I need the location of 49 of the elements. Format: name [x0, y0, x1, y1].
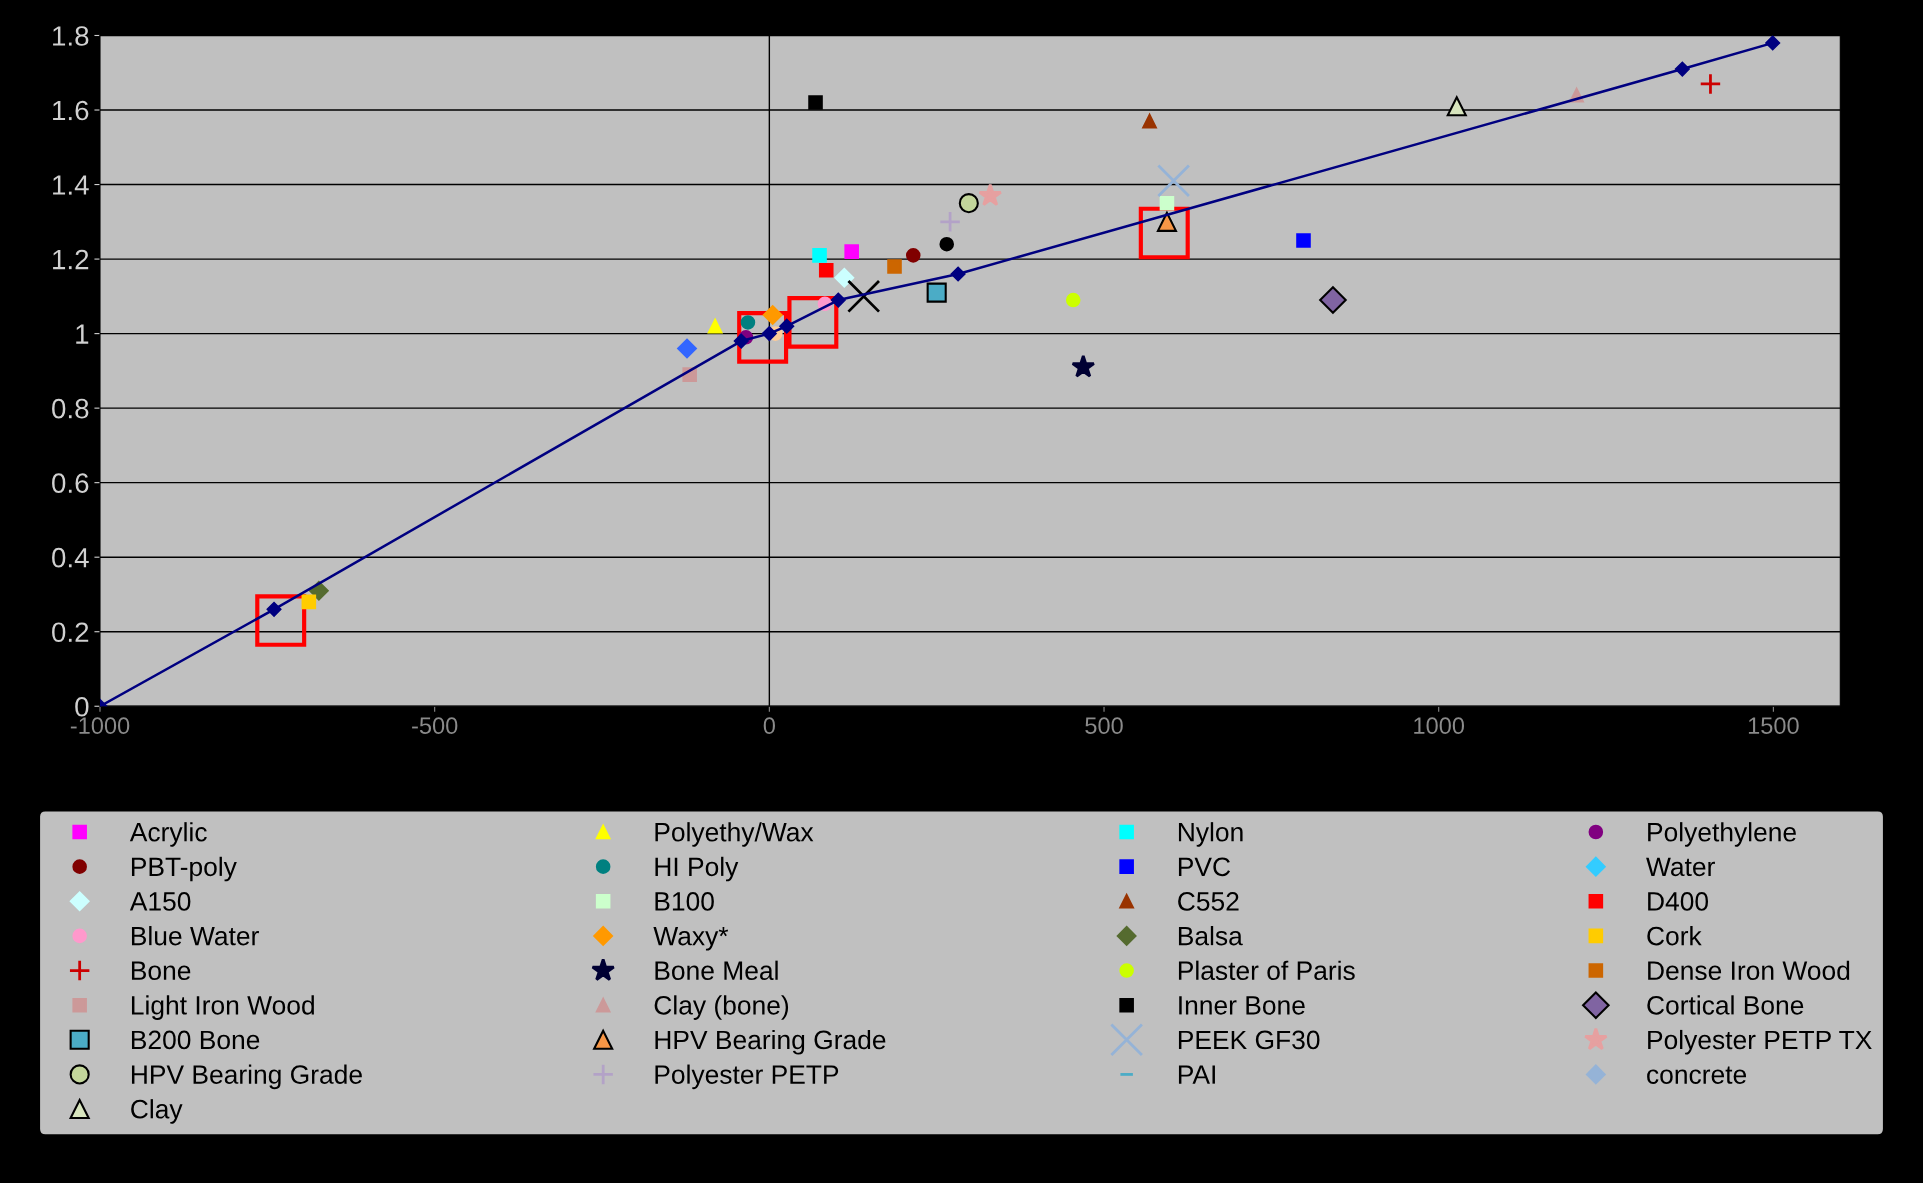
legend-label: Bone — [131, 961, 191, 981]
x-tick-label: 1500 — [1748, 717, 1799, 735]
legend-label: Plaster of Paris — [1178, 960, 1355, 981]
y-tick-label: 1.6 — [53, 100, 89, 121]
legend-label: A150 — [129, 892, 191, 911]
legend-label: Cortical Bone — [1647, 995, 1804, 1015]
legend-label: Light Iron Wood — [131, 995, 314, 1020]
legend-label: PAI — [1178, 1065, 1215, 1084]
x-tick-label: 0 — [763, 717, 775, 735]
legend-label: Clay — [131, 1099, 183, 1124]
legend-label: HPV Bearing Grade — [655, 1029, 886, 1055]
legend-label: PBT-poly — [131, 856, 237, 882]
legend-label: concrete — [1647, 1066, 1747, 1084]
legend-label: C552 — [1178, 892, 1239, 911]
y-tick-label: 1.2 — [53, 249, 89, 270]
y-tick-label: 0.4 — [52, 547, 89, 568]
x-tick-label: -1000 — [70, 717, 130, 735]
legend-label: B100 — [655, 892, 714, 911]
legend-label: PVC — [1178, 857, 1231, 877]
legend-label: Polyester PETP — [655, 1064, 839, 1090]
legend-label: Cork — [1647, 926, 1702, 946]
y-tick-label: 1 — [76, 324, 89, 344]
legend-label: Clay (bone) — [654, 995, 789, 1020]
legend-label: Polyethylene — [1648, 822, 1796, 847]
x-tick-label: 1000 — [1414, 717, 1465, 735]
legend-label: Polyester PETP TX — [1648, 1029, 1872, 1055]
legend-label: Blue Water — [131, 926, 259, 946]
legend-label: B200 Bone — [131, 1030, 260, 1050]
legend-label: Acrylic — [129, 822, 207, 847]
y-tick-label: 1.8 — [53, 26, 89, 46]
y-tick-label: 0.2 — [52, 622, 89, 643]
legend-label: Bone Meal — [655, 960, 778, 981]
legend-label: HPV Bearing Grade — [131, 1064, 362, 1090]
legend-label: Water — [1646, 857, 1715, 877]
y-tick-label: 0.6 — [52, 473, 89, 493]
legend-label: Dense Iron Wood — [1648, 960, 1850, 981]
legend-label: Nylon — [1178, 822, 1243, 847]
legend-label: PEEK GF30 — [1178, 1030, 1320, 1050]
legend-label: D400 — [1648, 892, 1709, 911]
legend-label: Polyethy/Wax — [655, 822, 814, 847]
legend-label: Inner Bone — [1179, 996, 1305, 1015]
legend-label: Waxy* — [653, 926, 729, 951]
x-tick-label: -500 — [412, 717, 458, 735]
legend-label: HI Poly — [655, 856, 739, 882]
legend-label: Balsa — [1178, 926, 1243, 946]
x-tick-label: 500 — [1085, 717, 1123, 735]
y-tick-label: 0.8 — [52, 398, 89, 419]
y-tick-label: 0 — [75, 696, 89, 717]
y-tick-label: 1.4 — [53, 175, 89, 195]
